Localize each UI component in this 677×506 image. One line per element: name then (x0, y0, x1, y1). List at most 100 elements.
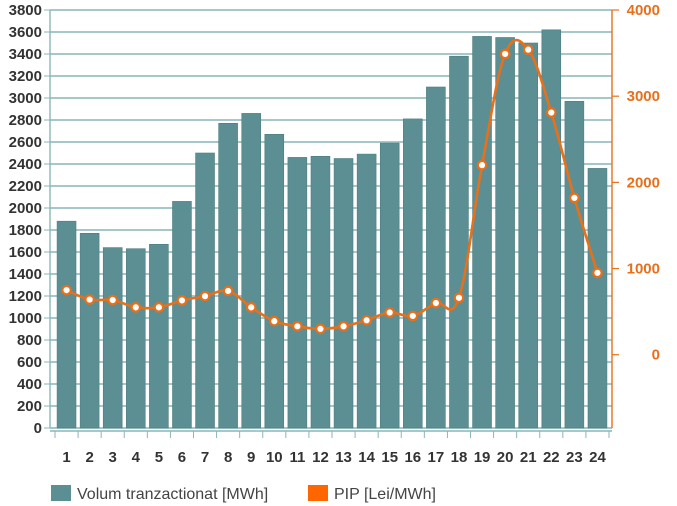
left-tick-label: 3200 (9, 68, 42, 85)
volume-bar (449, 55, 469, 429)
price-point (430, 297, 442, 309)
price-point (407, 310, 419, 322)
x-tick-label: 11 (289, 449, 305, 466)
price-point (361, 314, 372, 326)
left-tick-label: 600 (17, 354, 42, 371)
volume-bar (195, 152, 215, 429)
price-point (569, 192, 580, 204)
x-tick-label: 20 (497, 449, 514, 466)
x-tick-label: 6 (178, 449, 186, 466)
x-tick-label: 23 (566, 449, 583, 466)
right-tick-label: 0 (652, 347, 660, 364)
legend-label-price: PIP [Lei/MWh] (334, 486, 436, 503)
left-tick-label: 200 (17, 398, 42, 415)
volume-bar (149, 244, 169, 429)
legend-swatch-volume (51, 485, 71, 501)
price-point (592, 267, 603, 279)
right-tick-label: 3000 (627, 88, 660, 105)
price-point (84, 294, 95, 305)
price-point (476, 159, 488, 171)
volume-bar (287, 157, 308, 429)
volume-bars (56, 29, 608, 429)
volume-bar (587, 168, 608, 429)
left-tick-label: 2400 (9, 156, 42, 173)
x-tick-label: 13 (335, 449, 352, 466)
price-points (61, 44, 603, 335)
right-tick-label: 1000 (627, 261, 660, 278)
legend-swatch-price (308, 485, 328, 501)
left-tick-label: 3800 (9, 2, 42, 19)
volume-bar (403, 118, 423, 429)
price-point (338, 321, 349, 332)
volume-bar (495, 37, 515, 429)
left-axis-ticks: 0 200 400 600 800 1000 1200 1400 1600 1800 2000 220… (9, 2, 42, 437)
x-tick-label: 15 (381, 449, 398, 466)
legend: Volum tranzactionat [MWh] PIP [Lei/MWh] (51, 485, 436, 503)
price-point (292, 321, 303, 332)
right-tick-label: 2000 (627, 174, 660, 191)
price-point (61, 284, 72, 296)
left-tick-label: 0 (34, 420, 42, 437)
left-tick-label: 2800 (9, 112, 42, 129)
price-point (245, 302, 257, 313)
left-tick-label: 1600 (9, 244, 42, 261)
left-tick-label: 2200 (9, 178, 42, 195)
price-line-path (66, 38, 599, 331)
price-line (66, 38, 599, 331)
x-axis-ticks: 1 2 3 4 5 6 7 8 9 10 11 12 13 14 15 16 17 18 19 20 21 22 23 24 (62, 449, 606, 466)
x-tick-label: 16 (404, 449, 421, 466)
left-tick-label: 2600 (9, 134, 42, 151)
price-point (222, 285, 234, 297)
volume-bar (218, 123, 238, 429)
x-tick-label: 22 (543, 449, 560, 466)
volume-bar (518, 42, 538, 429)
left-tick-label: 3000 (9, 90, 42, 107)
x-tick-label: 19 (474, 449, 491, 466)
x-tick-label: 14 (358, 449, 375, 466)
price-point (453, 292, 465, 304)
volume-bar (264, 134, 285, 429)
volume-bar (564, 101, 585, 429)
volume-bar (79, 233, 100, 429)
price-point (176, 295, 188, 306)
x-tick-label: 10 (266, 449, 283, 466)
price-point (199, 290, 211, 302)
x-tick-label: 2 (85, 449, 93, 466)
price-point (107, 294, 119, 306)
volume-bar (426, 86, 446, 429)
x-tick-label: 1 (62, 449, 70, 466)
x-tick-label: 24 (589, 449, 606, 466)
x-tick-label: 4 (132, 449, 141, 466)
left-tick-label: 2000 (9, 200, 42, 217)
legend-label-volume: Volum tranzactionat [MWh] (77, 486, 268, 503)
volume-bar (333, 158, 354, 429)
left-tick-label: 3400 (9, 46, 42, 63)
x-tick-label: 3 (109, 449, 117, 466)
x-tick-label: 18 (451, 449, 468, 466)
price-point (153, 302, 165, 313)
volume-bar (241, 113, 261, 429)
x-tick-label: 17 (428, 449, 445, 466)
left-tick-label: 1000 (9, 310, 42, 327)
price-point (384, 307, 396, 318)
left-tick-label: 3600 (9, 24, 42, 41)
volume-bar (310, 156, 331, 429)
volume-bar (56, 220, 77, 429)
axes (44, 9, 619, 438)
x-tick-label: 5 (155, 449, 163, 466)
volume-bar (102, 247, 123, 429)
price-point (268, 315, 280, 327)
x-tick-label: 8 (224, 449, 232, 466)
x-tick-label: 12 (312, 449, 329, 466)
volume-bar (172, 201, 192, 429)
price-point (545, 107, 557, 118)
left-tick-label: 1400 (9, 266, 42, 283)
left-tick-label: 800 (17, 332, 42, 349)
x-tick-label: 9 (247, 449, 255, 466)
left-tick-label: 400 (17, 376, 42, 393)
price-point (130, 302, 142, 313)
left-tick-label: 1200 (9, 288, 42, 305)
price-point (499, 48, 511, 60)
